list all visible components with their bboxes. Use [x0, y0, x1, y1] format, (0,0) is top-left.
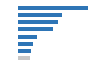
Bar	[18, 27, 53, 31]
Bar	[18, 35, 38, 39]
Bar	[18, 13, 62, 17]
Bar	[18, 42, 33, 46]
Bar	[18, 56, 30, 60]
Bar	[18, 20, 58, 24]
Bar	[18, 49, 31, 53]
Bar	[18, 6, 88, 10]
